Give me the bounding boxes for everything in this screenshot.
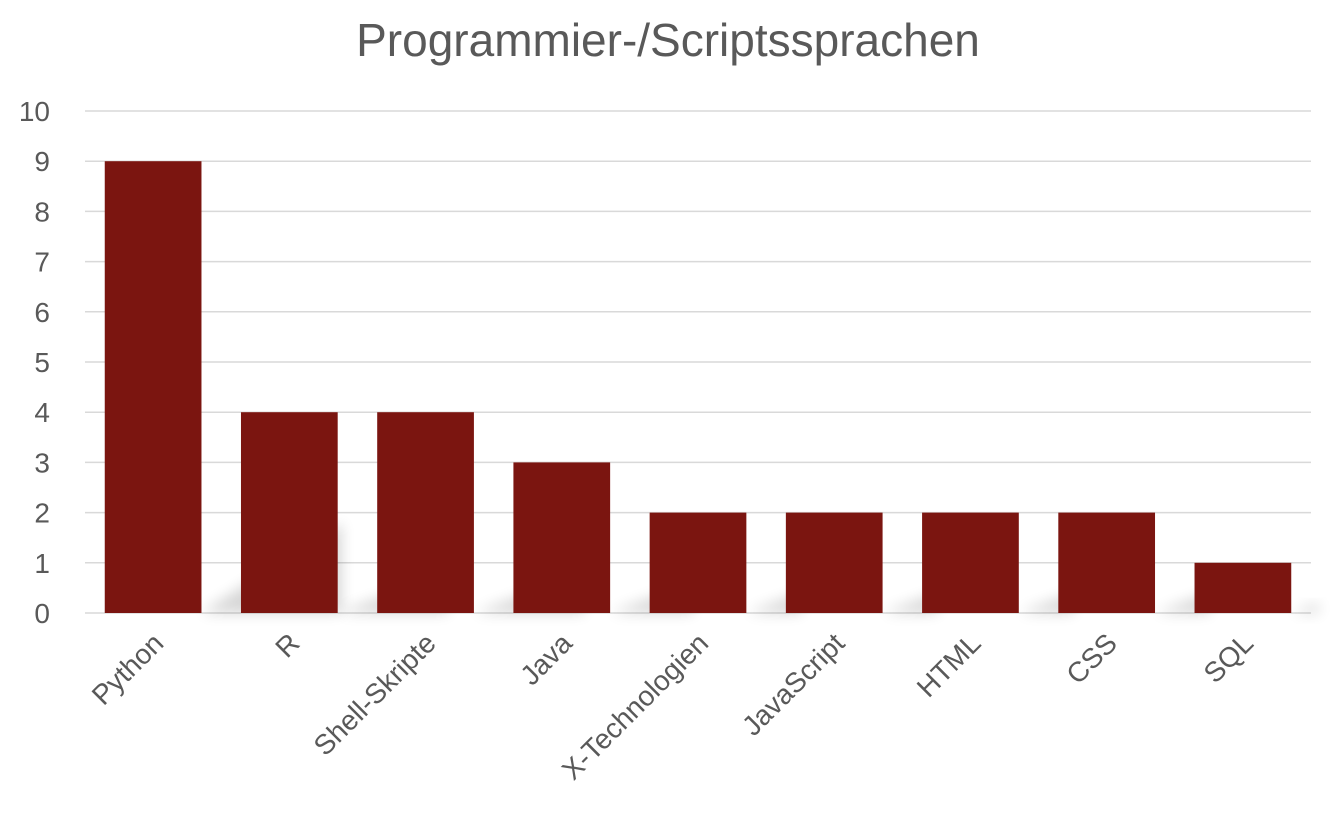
y-tick-label: 4 [34, 397, 50, 428]
x-category-label: SQL [1198, 627, 1260, 689]
x-category-label: Shell-Skripte [308, 627, 442, 761]
bar-css [1058, 512, 1156, 613]
y-tick-label: 2 [34, 498, 50, 529]
x-category-label: CSS [1060, 627, 1123, 690]
bar-shadow [1291, 602, 1319, 613]
bar-r [240, 412, 338, 613]
x-category-label: HTML [911, 627, 987, 703]
x-category-label: R [269, 627, 305, 663]
y-tick-label: 5 [34, 347, 50, 378]
y-tick-label: 0 [34, 598, 50, 629]
y-tick-label: 10 [19, 96, 50, 127]
bar-javascript [785, 512, 883, 613]
y-tick-label: 7 [34, 247, 50, 278]
bar-python [104, 161, 202, 613]
bar-java [513, 462, 611, 613]
bar-x-technologien [649, 512, 747, 613]
bar-shell-skripte [377, 412, 474, 613]
y-tick-label: 6 [34, 297, 50, 328]
y-tick-label: 1 [34, 548, 50, 579]
x-category-label: JavaScript [736, 627, 851, 742]
x-category-label: Python [86, 627, 170, 711]
x-category-label: X-Technologien [556, 627, 714, 785]
y-axis-tick-labels: 0 1 2 3 4 5 6 7 8 9 10 [19, 96, 50, 629]
bar-sql [1194, 562, 1292, 613]
y-tick-label: 8 [34, 196, 50, 227]
y-tick-label: 9 [34, 146, 50, 177]
bar-html [922, 512, 1019, 613]
chart-title: Programmier-/Scriptssprachen [356, 14, 980, 66]
bars [104, 161, 1292, 613]
x-category-label: Java [514, 627, 578, 691]
y-tick-label: 3 [34, 447, 50, 478]
